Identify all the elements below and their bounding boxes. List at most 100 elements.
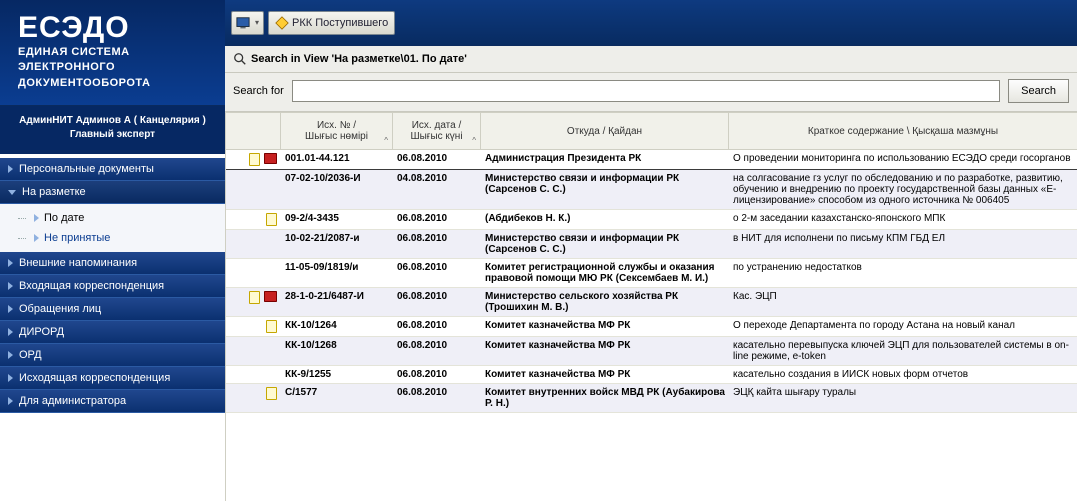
nav-item[interactable]: Входящая корреспонденция	[0, 275, 225, 298]
nav-item[interactable]: Для администратора	[0, 390, 225, 413]
tool-btn-icon-only[interactable]: ▾	[231, 11, 264, 35]
cell-summary: ЭЦҚ кайта шығару туралы	[729, 384, 1077, 412]
brand-block: ЕСЭДО ЕДИНАЯ СИСТЕМА ЭЛЕКТРОННОГО ДОКУМЕ…	[0, 0, 225, 106]
document-icon	[249, 153, 260, 166]
cell-date: 06.08.2010	[393, 150, 481, 169]
row-icons	[226, 150, 281, 169]
cell-summary: о 2-м заседании казахстанско-японского М…	[729, 210, 1077, 229]
sort-indicator: ^	[472, 136, 476, 145]
nav-item[interactable]: ОРД	[0, 344, 225, 367]
brand-subtitle-3: ДОКУМЕНТООБОРОТА	[18, 77, 217, 91]
cell-from: Администрация Президента РК	[481, 150, 729, 169]
nav-item-label: Обращения лиц	[19, 303, 101, 315]
document-icon	[266, 387, 277, 400]
grid-body: 001.01-44.12106.08.2010Администрация Пре…	[226, 150, 1077, 413]
nav-item-label: На разметке	[22, 186, 86, 198]
red-book-icon	[264, 153, 277, 164]
nav-item-label: Для администратора	[19, 395, 126, 407]
nav-item[interactable]: Исходящая корреспонденция	[0, 367, 225, 390]
nav: Персональные документы На разметке По дате…	[0, 158, 225, 413]
table-row[interactable]: 10-02-21/2087-и06.08.2010Министерство св…	[226, 230, 1077, 259]
sub-nav-label: По дате	[44, 212, 84, 224]
nav-item[interactable]: Обращения лиц	[0, 298, 225, 321]
sub-nav: По дате Не принятые	[0, 204, 225, 252]
table-row[interactable]: КК-10/126406.08.2010Комитет казначейства…	[226, 317, 1077, 337]
cell-from: Комитет казначейства МФ РК	[481, 317, 729, 336]
row-icons	[226, 170, 281, 209]
cell-summary: на солгасование гз услуг по обследованию…	[729, 170, 1077, 209]
cell-from: Министерство связи и информации РК (Сарс…	[481, 170, 729, 209]
search-input[interactable]	[292, 80, 1000, 102]
user-line-1: АдминНИТ Админов А ( Канцелярия )	[4, 114, 221, 128]
toolbar: ▾ РКК Поступившего	[225, 0, 1077, 46]
table-row[interactable]: КК-10/126806.08.2010Комитет казначейства…	[226, 337, 1077, 366]
cell-date: 06.08.2010	[393, 317, 481, 336]
table-row[interactable]: 11-05-09/1819/и06.08.2010Комитет регистр…	[226, 259, 1077, 288]
cell-summary: Кас. ЭЦП	[729, 288, 1077, 316]
cell-num: 09-2/4-3435	[281, 210, 393, 229]
rkk-button[interactable]: РКК Поступившего	[268, 11, 395, 35]
cell-date: 06.08.2010	[393, 366, 481, 383]
cell-summary: в НИТ для исполнени по письму КПМ ГБД ЕЛ	[729, 230, 1077, 258]
nav-item-label: ОРД	[19, 349, 42, 361]
col-header-summary[interactable]: Краткое содержание \ Қысқаша мазмұны	[729, 113, 1077, 149]
sort-indicator: ^	[384, 136, 388, 145]
search-button[interactable]: Search	[1008, 79, 1069, 103]
cell-from: Министерство связи и информации РК (Сарс…	[481, 230, 729, 258]
row-icons	[226, 259, 281, 287]
col-header-num[interactable]: Исх. № / Шығыс нөмірі ^	[281, 113, 393, 149]
sub-nav-label: Не принятые	[44, 232, 110, 244]
chevron-icon	[8, 165, 13, 173]
sub-nav-item[interactable]: Не принятые	[0, 228, 225, 248]
cell-num: С/1577	[281, 384, 393, 412]
table-row[interactable]: 09-2/4-343506.08.2010 (Абдибеков Н. К.)о…	[226, 210, 1077, 230]
chevron-icon	[8, 374, 13, 382]
table-row[interactable]: С/157706.08.2010Комитет внутренних войск…	[226, 384, 1077, 413]
row-icons	[226, 337, 281, 365]
chevron-icon	[34, 234, 39, 242]
grid-header: Исх. № / Шығыс нөмірі ^ Исх. дата / Шығы…	[226, 112, 1077, 150]
cell-summary: О переходе Департамента по городу Астана…	[729, 317, 1077, 336]
row-icons	[226, 230, 281, 258]
nav-item-label: ДИРОРД	[19, 326, 64, 338]
col-header-date[interactable]: Исх. дата / Шығыс күні ^	[393, 113, 481, 149]
cell-from: Комитет внутренних войск МВД РК (Аубакир…	[481, 384, 729, 412]
cell-num: КК-9/1255	[281, 366, 393, 383]
cell-summary: касательно перевыпуска ключей ЭЦП для по…	[729, 337, 1077, 365]
nav-item[interactable]: На разметке	[0, 181, 225, 204]
nav-item[interactable]: Внешние напоминания	[0, 252, 225, 275]
nav-item-label: Исходящая корреспонденция	[19, 372, 170, 384]
cell-from: (Абдибеков Н. К.)	[481, 210, 729, 229]
search-heading: Search in View 'На разметке\01. По дате'	[251, 53, 467, 65]
main-panel: ▾ РКК Поступившего Search in View 'На ра…	[225, 0, 1077, 501]
search-for-row: Search for Search	[225, 73, 1077, 112]
chevron-icon	[8, 282, 13, 290]
screen-icon	[236, 16, 250, 30]
sub-nav-item[interactable]: По дате	[0, 208, 225, 228]
nav-item[interactable]: Персональные документы	[0, 158, 225, 181]
cell-date: 04.08.2010	[393, 170, 481, 209]
table-row[interactable]: КК-9/125506.08.2010Комитет казначейства …	[226, 366, 1077, 384]
chevron-icon	[34, 214, 39, 222]
cell-num: 07-02-10/2036-И	[281, 170, 393, 209]
nav-item[interactable]: ДИРОРД	[0, 321, 225, 344]
rkk-button-label: РКК Поступившего	[292, 17, 388, 29]
cell-date: 06.08.2010	[393, 259, 481, 287]
brand-subtitle-1: ЕДИНАЯ СИСТЕМА	[18, 46, 217, 60]
user-info: АдминНИТ Админов А ( Канцелярия ) Главны…	[0, 106, 225, 154]
col-header-icons[interactable]	[226, 113, 281, 149]
cell-from: Министерство сельского хозяйства РК (Тро…	[481, 288, 729, 316]
table-row[interactable]: 28-1-0-21/6487-И06.08.2010Министерство с…	[226, 288, 1077, 317]
cell-num: 001.01-44.121	[281, 150, 393, 169]
brand-subtitle-2: ЭЛЕКТРОННОГО	[18, 61, 217, 75]
brand-title: ЕСЭДО	[18, 12, 217, 44]
search-heading-row: Search in View 'На разметке\01. По дате'	[225, 46, 1077, 73]
table-row[interactable]: 07-02-10/2036-И04.08.2010Министерство св…	[226, 170, 1077, 210]
col-header-from[interactable]: Откуда / Қайдан	[481, 113, 729, 149]
table-row[interactable]: 001.01-44.12106.08.2010Администрация Пре…	[226, 150, 1077, 170]
search-for-label: Search for	[233, 85, 284, 97]
cell-num: КК-10/1264	[281, 317, 393, 336]
diamond-icon	[275, 16, 289, 30]
chevron-icon	[8, 305, 13, 313]
nav-item-label: Входящая корреспонденция	[19, 280, 164, 292]
